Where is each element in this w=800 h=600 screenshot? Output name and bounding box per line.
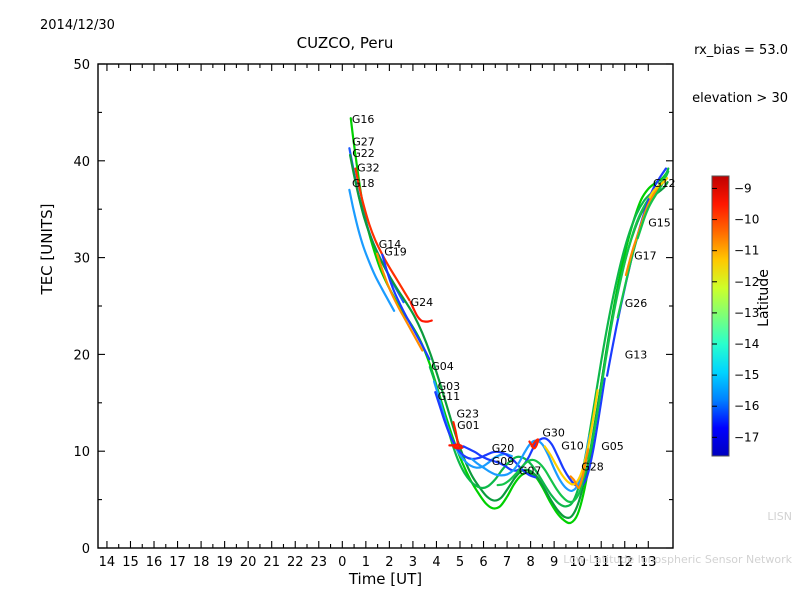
x-tick-label: 18 <box>193 555 210 570</box>
trace-g14 <box>376 252 424 352</box>
colorbar-tick-label: −9 <box>734 181 752 195</box>
x-tick-label: 22 <box>287 555 304 570</box>
elevation-annotation: elevation > 30 <box>692 91 788 107</box>
x-tick-label: 20 <box>240 555 257 570</box>
colorbar-tick-label: −14 <box>734 337 759 351</box>
satellite-label-g01: G01 <box>457 419 480 432</box>
x-tick-label: 1 <box>362 555 370 570</box>
satellite-label-g24: G24 <box>411 296 434 309</box>
satellite-label-g28: G28 <box>581 461 604 474</box>
x-axis-label: Time [UT] <box>348 570 423 588</box>
date-label: 2014/12/30 <box>40 18 115 33</box>
satellite-label-g18: G18 <box>352 177 375 190</box>
colorbar-tick-label: −17 <box>734 430 759 444</box>
satellite-label-g11: G11 <box>438 390 461 403</box>
x-tick-label: 7 <box>503 555 511 570</box>
x-tick-label: 2 <box>385 555 393 570</box>
satellite-label-g19: G19 <box>384 246 407 259</box>
satellite-label-g12: G12 <box>653 177 676 190</box>
x-tick-label: 14 <box>99 555 116 570</box>
x-tick-label: 13 <box>640 555 657 570</box>
x-tick-label: 0 <box>338 555 346 570</box>
axes <box>97 63 674 549</box>
tick-labels: 14 15 16 17 18 19 20 21 22 23 0 1 2 3 4 5 6 7 8 9 10 11 12 1301… <box>73 58 656 570</box>
data-traces <box>348 117 670 525</box>
satellite-label-g20: G20 <box>492 442 515 455</box>
satellite-label-g13: G13 <box>625 348 648 361</box>
satellite-label-g15: G15 <box>648 217 671 230</box>
satellite-label-g30: G30 <box>542 427 565 440</box>
trace-g32 <box>354 167 411 302</box>
satellite-label-g05: G05 <box>601 440 624 453</box>
x-tick-label: 3 <box>409 555 417 570</box>
x-tick-label: 21 <box>263 555 280 570</box>
satellite-label-g07: G07 <box>519 464 542 477</box>
x-tick-label: 16 <box>146 555 163 570</box>
trace-g17 <box>624 180 665 277</box>
trace-g30 <box>528 438 540 450</box>
trace-g28 <box>569 448 590 490</box>
satellite-label-g09: G09 <box>492 455 515 468</box>
trace-g04 <box>428 167 670 508</box>
colorbar: −9 −10 −11 −12 −13 −14 −15 −16 −17 <box>711 175 759 457</box>
trace-g12 <box>648 177 669 199</box>
satellite-label-g10: G10 <box>561 439 584 452</box>
satellite-label-g16: G16 <box>352 113 375 126</box>
y-tick-label: 20 <box>73 348 90 363</box>
trace-g13 <box>606 167 668 377</box>
x-tick-label: 12 <box>616 555 633 570</box>
x-tick-label: 10 <box>569 555 586 570</box>
y-tick-label: 10 <box>73 445 90 460</box>
rx-bias-annotation: rx_bias = 53.0 <box>694 42 788 58</box>
y-tick-label: 40 <box>73 155 90 170</box>
trace-g07 <box>496 458 588 504</box>
satellite-label-g22: G22 <box>352 147 375 160</box>
x-tick-label: 4 <box>432 555 440 570</box>
colorbar-tick-label: −12 <box>734 275 759 289</box>
x-tick-label: 19 <box>216 555 233 570</box>
x-tick-label: 15 <box>122 555 139 570</box>
colorbar-tick-label: −11 <box>734 244 759 258</box>
trace-g10 <box>543 389 599 486</box>
y-tick-label: 0 <box>82 542 90 557</box>
satellite-label-g03: G03 <box>438 380 461 393</box>
colorbar-tick-label: −13 <box>734 306 759 320</box>
x-tick-label: 6 <box>479 555 487 570</box>
satellite-label-g04: G04 <box>431 360 454 373</box>
x-tick-label: 9 <box>550 555 558 570</box>
satellite-label-g14: G14 <box>379 238 402 251</box>
colorbar-tick-label: −15 <box>734 368 759 382</box>
trace-g03 <box>433 380 513 469</box>
plot-title: CUZCO, Peru <box>0 34 800 52</box>
trace-g19 <box>381 253 431 361</box>
watermark-line-1: LISN <box>767 510 792 524</box>
trace-g24 <box>409 301 433 323</box>
trace-g01 <box>448 443 464 450</box>
y-tick-label: 50 <box>73 58 90 73</box>
satellite-label-g27: G27 <box>352 135 375 148</box>
watermark: LISN Low-Latitude Ionospheric Sensor Net… <box>563 482 792 596</box>
annotation-block: rx_bias = 53.0 elevation > 30 <box>692 10 788 140</box>
colorbar-tick-label: −10 <box>734 213 759 227</box>
trace-g18 <box>348 188 396 312</box>
x-tick-label: 23 <box>311 555 328 570</box>
satellite-label-g17: G17 <box>634 250 657 263</box>
x-tick-label: 17 <box>169 555 186 570</box>
watermark-line-2: Low-Latitude Ionospheric Sensor Network <box>563 553 792 567</box>
satellite-label-g23: G23 <box>456 407 479 420</box>
trace-g11 <box>434 391 537 479</box>
satellite-labels: G16G27G22G32G18G14G19G04G03G11G23G01G20G… <box>352 113 676 477</box>
satellite-label-g32: G32 <box>357 161 380 174</box>
colorbar-tick-label: −16 <box>734 399 759 413</box>
x-tick-label: 5 <box>456 555 464 570</box>
plot-title-text: CUZCO, Peru <box>296 34 394 52</box>
x-tick-label: 8 <box>526 555 534 570</box>
satellite-label-g26: G26 <box>625 297 648 310</box>
y-tick-label: 30 <box>73 252 90 267</box>
x-tick-label: 11 <box>593 555 610 570</box>
